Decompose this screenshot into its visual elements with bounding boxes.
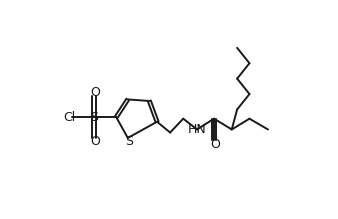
Text: HN: HN	[188, 123, 207, 136]
Text: O: O	[91, 135, 100, 148]
Text: S: S	[125, 134, 133, 148]
Text: S: S	[90, 111, 98, 124]
Text: O: O	[91, 86, 100, 99]
Text: O: O	[211, 138, 220, 151]
Text: Cl: Cl	[63, 111, 75, 124]
